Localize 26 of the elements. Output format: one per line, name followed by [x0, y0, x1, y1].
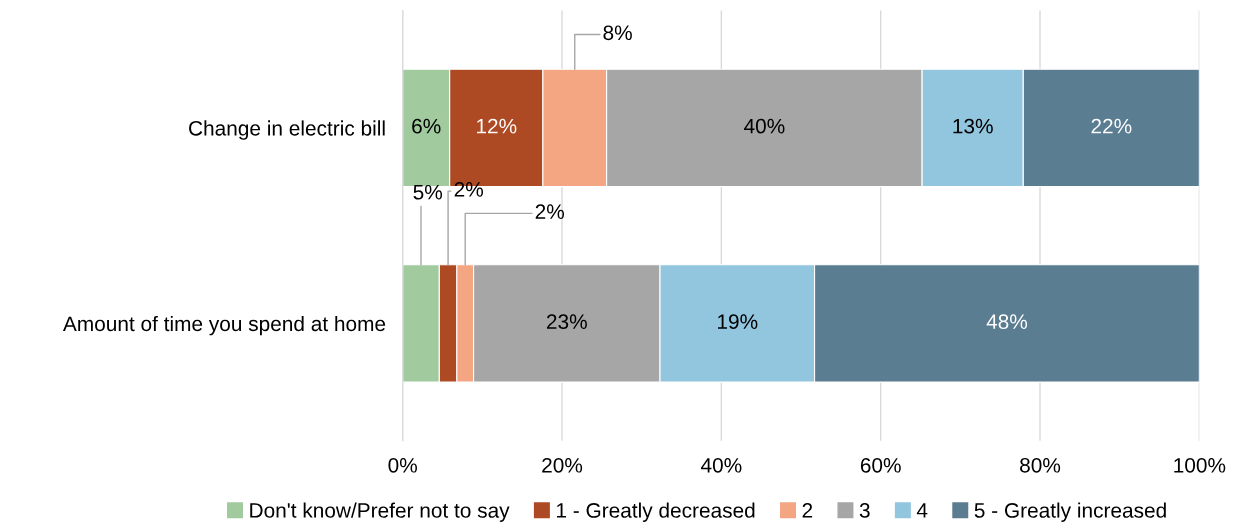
- y-tick-label: Amount of time you spend at home: [62, 315, 386, 336]
- legend-label: 5 - Greatly increased: [974, 502, 1166, 522]
- x-tick-label: 60%: [860, 457, 901, 473]
- data-label: 23%: [546, 314, 587, 330]
- data-label: 48%: [986, 314, 1028, 330]
- data-label: 8%: [603, 25, 632, 41]
- legend-label: 1 - Greatly decreased: [557, 502, 755, 522]
- x-tick-label: 20%: [542, 457, 583, 473]
- data-label: 22%: [1091, 118, 1132, 134]
- data-label: 6%: [412, 118, 441, 134]
- legend-label: 2: [802, 503, 813, 518]
- x-tick-label: 80%: [1020, 457, 1061, 473]
- data-label: 2%: [454, 182, 484, 197]
- data-label: 13%: [953, 118, 993, 134]
- legend-label: 4: [916, 503, 928, 518]
- legend-label: Don't know/Prefer not to say: [250, 502, 510, 522]
- data-label: 2%: [535, 204, 565, 219]
- data-label: 12%: [477, 118, 517, 134]
- data-label: 40%: [744, 118, 785, 134]
- x-tick-label: 0%: [388, 457, 417, 473]
- x-tick-label: 100%: [1174, 457, 1226, 473]
- data-label: 5%: [413, 184, 443, 200]
- legend-label: 3: [859, 503, 870, 518]
- x-tick-label: 40%: [700, 457, 742, 473]
- y-tick-label: Change in electric bill: [189, 120, 385, 140]
- data-label: 19%: [718, 314, 758, 330]
